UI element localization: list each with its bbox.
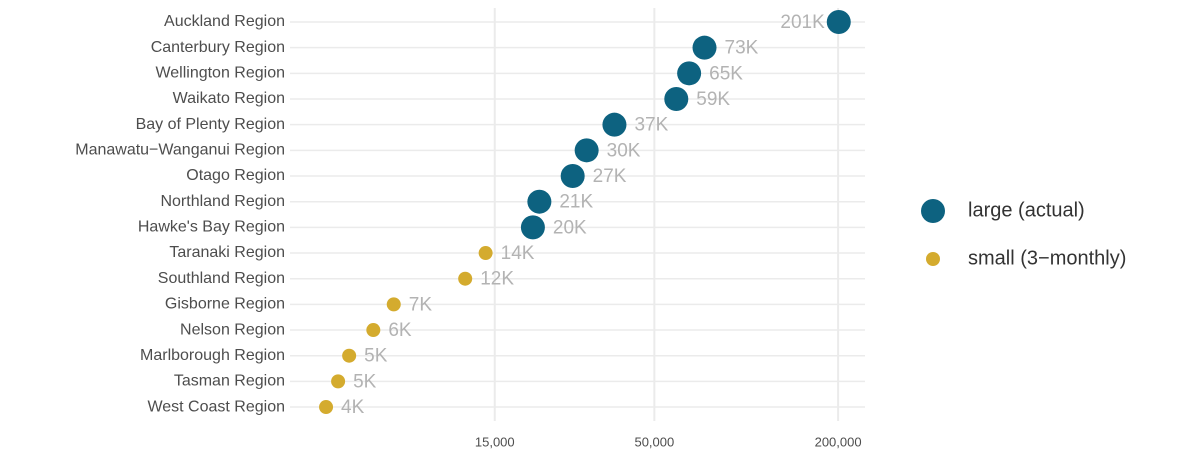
x-tick-label: 15,000 — [475, 434, 515, 449]
dot — [692, 35, 717, 60]
data-label: 5K — [364, 346, 388, 367]
legend-marker — [926, 252, 940, 266]
dot — [826, 10, 851, 34]
y-tick-label: Marlborough Region — [140, 347, 285, 364]
y-tick-label: Bay of Plenty Region — [136, 116, 285, 133]
legend-label: large (actual) — [968, 199, 1085, 221]
y-tick-label: Waikato Region — [173, 90, 285, 107]
data-label: 30K — [607, 140, 641, 161]
dot — [677, 61, 702, 86]
data-label: 5K — [353, 371, 377, 392]
data-label: 73K — [725, 38, 759, 59]
dot — [331, 374, 346, 389]
y-tick-label: Northland Region — [160, 193, 285, 210]
y-tick-label: Wellington Region — [155, 65, 285, 82]
data-label: 7K — [409, 294, 433, 315]
dot — [366, 323, 381, 338]
data-label: 201K — [780, 12, 825, 33]
data-label: 37K — [634, 115, 668, 136]
dot — [458, 271, 473, 286]
y-tick-label: Tasman Region — [174, 373, 285, 390]
dot — [319, 400, 334, 415]
dot — [602, 112, 627, 137]
x-tick-label: 200,000 — [815, 434, 862, 449]
y-tick-label: Auckland Region — [164, 13, 285, 30]
data-label: 65K — [709, 63, 743, 84]
data-label: 6K — [388, 320, 412, 341]
data-label: 20K — [553, 217, 587, 238]
legend-marker — [921, 199, 945, 223]
dot — [478, 246, 493, 261]
y-tick-label: Canterbury Region — [151, 39, 285, 56]
dot — [574, 138, 599, 163]
dot — [520, 215, 545, 240]
y-tick-label: West Coast Region — [147, 398, 285, 415]
data-label: 27K — [593, 166, 627, 187]
data-label: 4K — [341, 397, 365, 418]
x-tick-label: 50,000 — [634, 434, 674, 449]
y-tick-label: Southland Region — [158, 270, 285, 287]
y-tick-label: Gisborne Region — [165, 296, 285, 313]
y-tick-label: Manawatu−Wanganui Region — [75, 142, 285, 159]
dot — [560, 164, 585, 189]
data-label: 14K — [501, 243, 535, 264]
dot — [342, 348, 357, 363]
dot — [386, 297, 401, 312]
data-label: 12K — [480, 269, 514, 290]
y-tick-label: Otago Region — [186, 167, 285, 184]
data-label: 21K — [559, 192, 593, 213]
dot — [664, 87, 689, 112]
y-tick-label: Taranaki Region — [169, 244, 285, 261]
legend-label: small (3−monthly) — [968, 247, 1126, 269]
dot — [527, 189, 552, 214]
data-label: 59K — [696, 89, 730, 110]
y-tick-label: Hawke's Bay Region — [138, 219, 285, 236]
y-tick-label: Nelson Region — [180, 321, 285, 338]
